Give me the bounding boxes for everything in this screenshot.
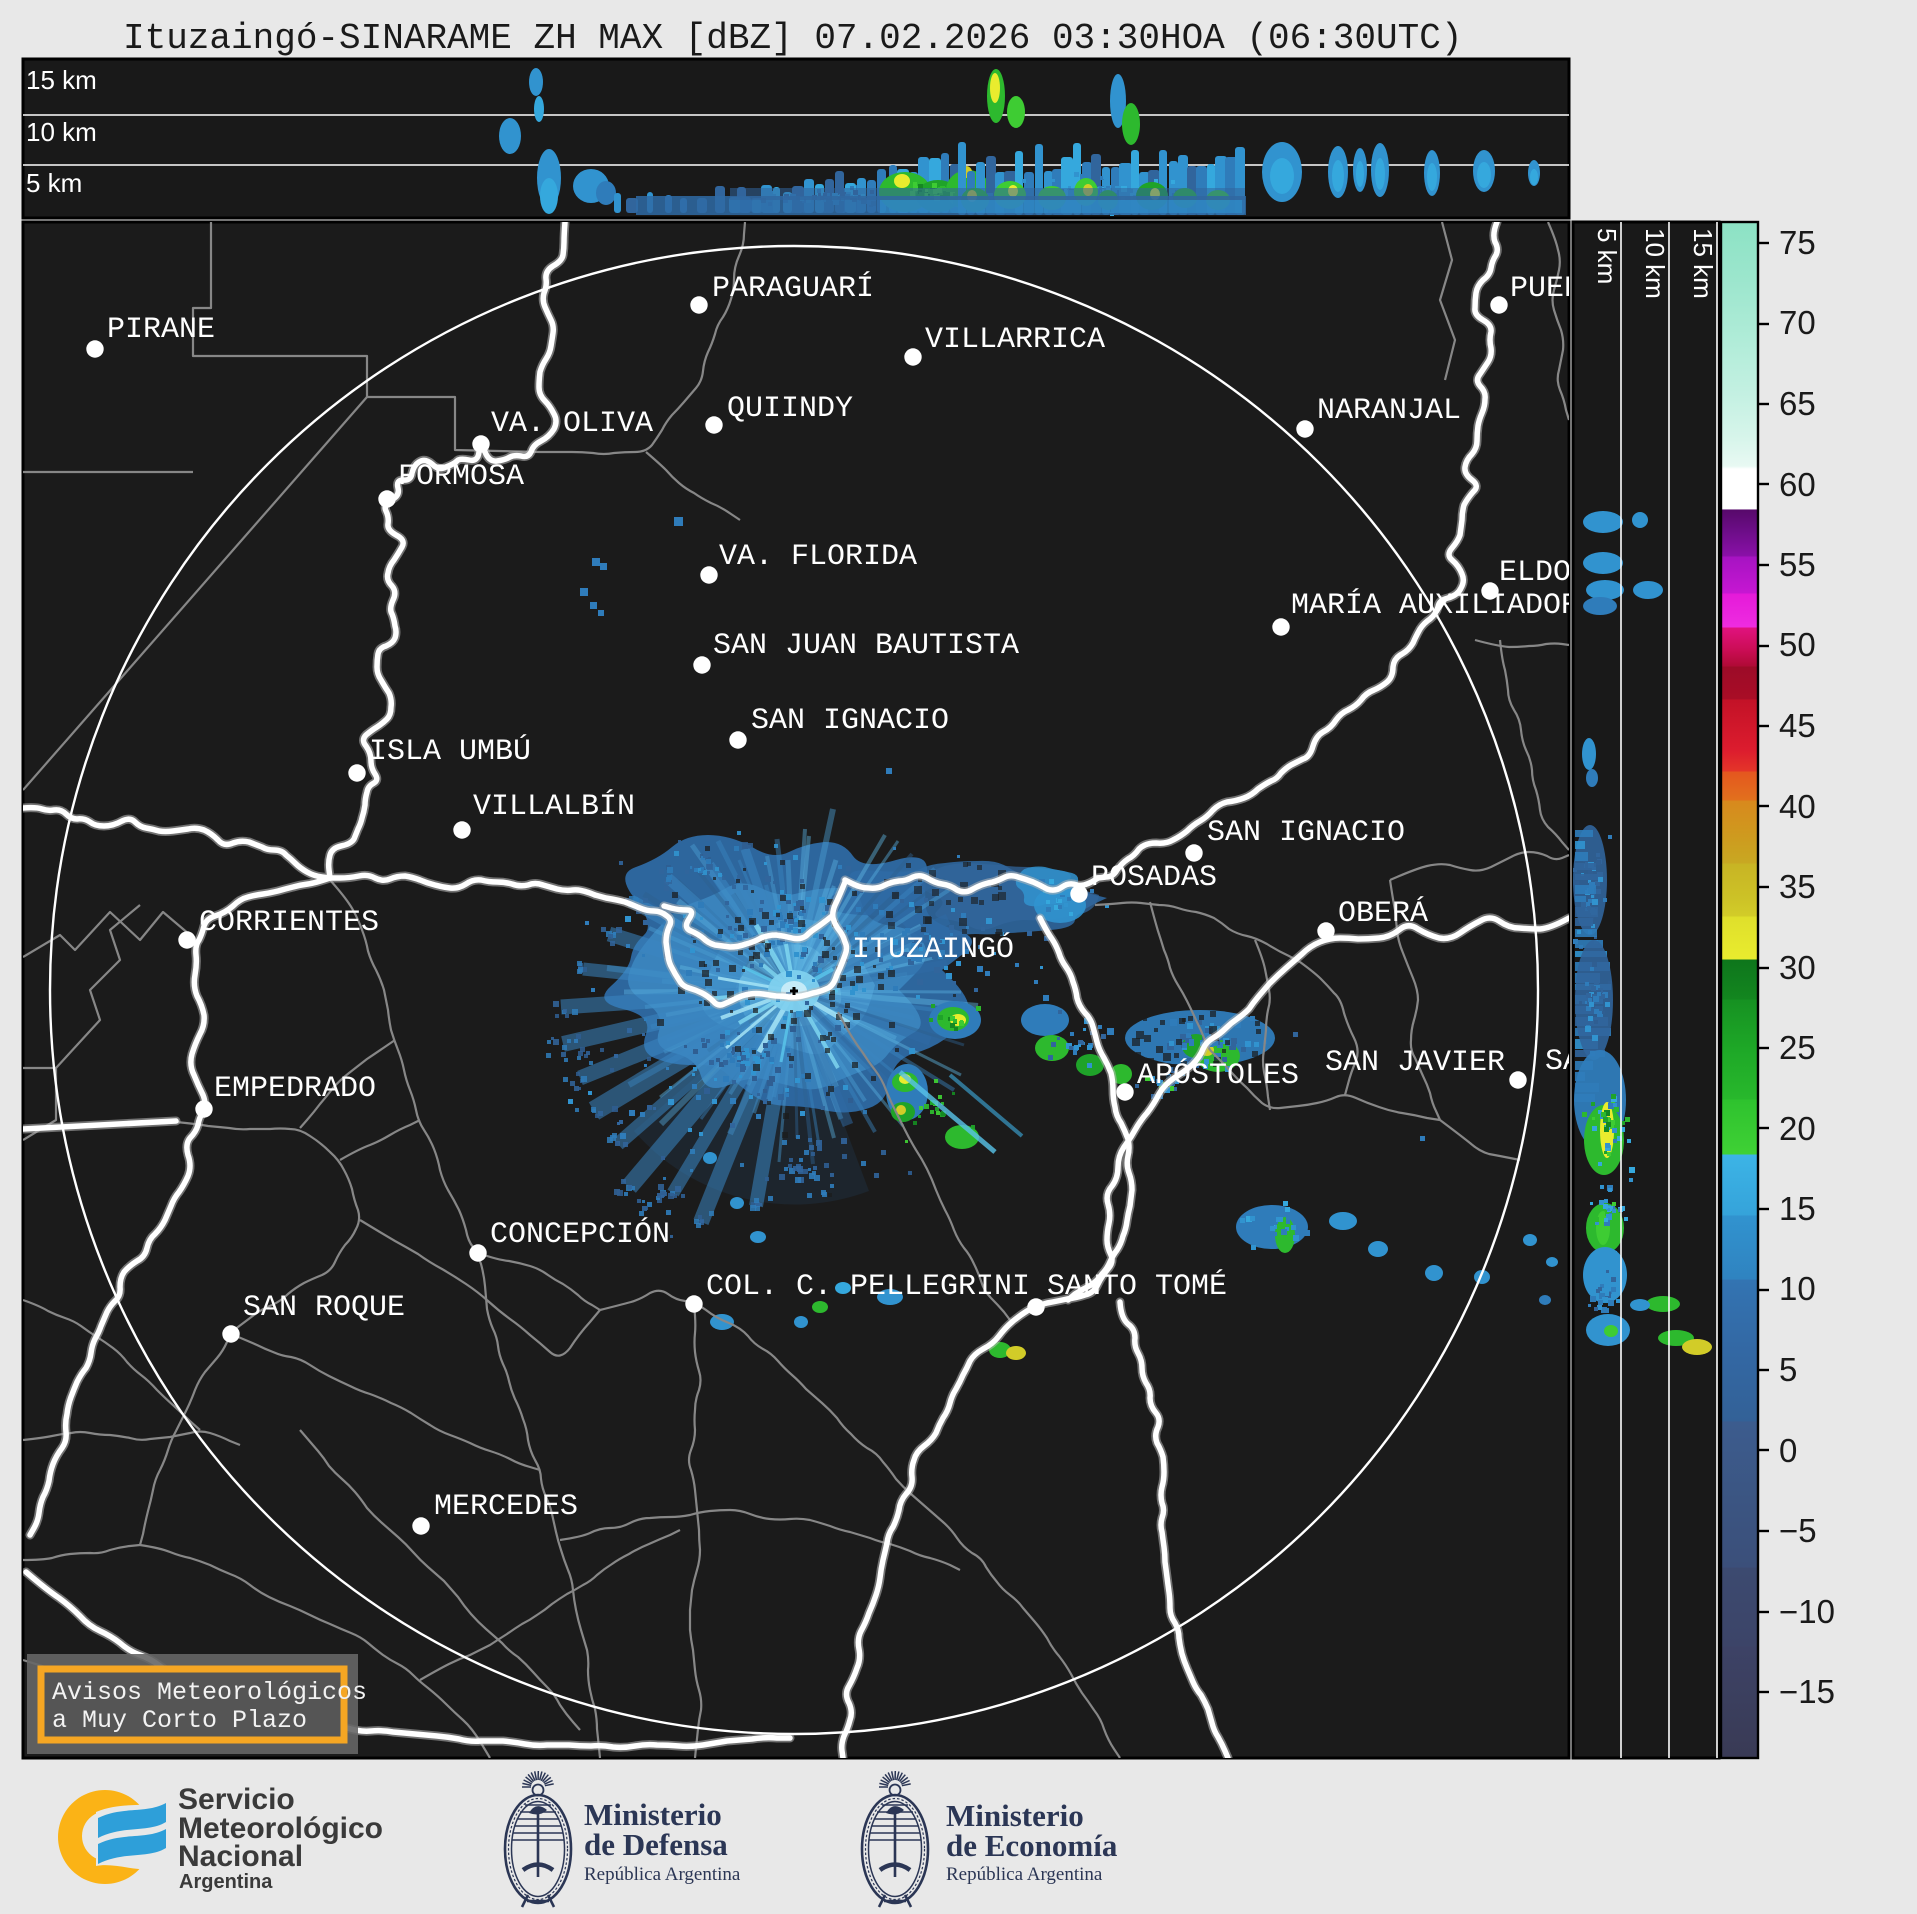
svg-text:VA. OLIVA: VA. OLIVA xyxy=(491,407,653,441)
svg-text:65: 65 xyxy=(1779,385,1816,422)
svg-text:10 km: 10 km xyxy=(1640,228,1670,299)
svg-text:25: 25 xyxy=(1779,1029,1816,1066)
svg-text:10 km: 10 km xyxy=(26,117,97,147)
svg-text:Avisos Meteorológicos: Avisos Meteorológicos xyxy=(52,1678,367,1707)
svg-text:QUIINDY: QUIINDY xyxy=(727,392,853,426)
svg-text:15: 15 xyxy=(1779,1190,1816,1227)
svg-text:VILLARRICA: VILLARRICA xyxy=(925,323,1105,357)
svg-text:−15: −15 xyxy=(1779,1673,1835,1710)
svg-text:MERCEDES: MERCEDES xyxy=(434,1490,578,1524)
svg-text:SAN IGNACIO: SAN IGNACIO xyxy=(1207,816,1405,850)
svg-text:CONCEPCIÓN: CONCEPCIÓN xyxy=(490,1217,670,1252)
svg-text:a Muy Corto Plazo: a Muy Corto Plazo xyxy=(52,1706,307,1735)
svg-text:FORMOSA: FORMOSA xyxy=(398,460,524,494)
svg-text:COL. C. PELLEGRINI: COL. C. PELLEGRINI xyxy=(706,1270,1030,1304)
svg-text:5: 5 xyxy=(1779,1351,1797,1388)
svg-text:0: 0 xyxy=(1779,1432,1797,1469)
svg-text:SAN IGNACIO: SAN IGNACIO xyxy=(751,704,949,738)
svg-text:ISLA UMBÚ: ISLA UMBÚ xyxy=(369,734,531,769)
svg-text:−5: −5 xyxy=(1779,1512,1817,1549)
svg-text:5 km: 5 km xyxy=(1592,228,1622,284)
svg-text:40: 40 xyxy=(1779,788,1816,825)
svg-text:Nacional: Nacional xyxy=(178,1840,303,1873)
svg-text:60: 60 xyxy=(1779,466,1816,503)
svg-text:NARANJAL: NARANJAL xyxy=(1317,394,1461,428)
svg-text:10: 10 xyxy=(1779,1270,1816,1307)
svg-text:OBERÁ: OBERÁ xyxy=(1338,896,1428,931)
svg-text:20: 20 xyxy=(1779,1110,1816,1147)
svg-text:EMPEDRADO: EMPEDRADO xyxy=(214,1072,376,1106)
svg-text:Argentina: Argentina xyxy=(179,1871,273,1893)
svg-text:MARÍA AUXILIADORA: MARÍA AUXILIADORA xyxy=(1291,588,1597,623)
svg-text:55: 55 xyxy=(1779,546,1816,583)
svg-text:Ituzaingó-SINARAME ZH MAX [dBZ: Ituzaingó-SINARAME ZH MAX [dBZ] 07.02.20… xyxy=(123,18,1462,59)
svg-text:SANTO TOMÉ: SANTO TOMÉ xyxy=(1047,1269,1227,1304)
svg-text:45: 45 xyxy=(1779,707,1816,744)
svg-text:APÓSTOLES: APÓSTOLES xyxy=(1137,1058,1299,1093)
svg-text:VA. FLORIDA: VA. FLORIDA xyxy=(719,540,917,574)
svg-text:30: 30 xyxy=(1779,949,1816,986)
svg-text:POSADAS: POSADAS xyxy=(1091,861,1217,895)
svg-text:70: 70 xyxy=(1779,304,1816,341)
svg-text:República Argentina: República Argentina xyxy=(584,1864,741,1885)
svg-text:VILLALBÍN: VILLALBÍN xyxy=(473,789,635,824)
svg-text:−10: −10 xyxy=(1779,1593,1835,1630)
svg-text:SAN ROQUE: SAN ROQUE xyxy=(243,1291,405,1325)
svg-text:15 km: 15 km xyxy=(1688,228,1718,299)
svg-text:SAN JUAN BAUTISTA: SAN JUAN BAUTISTA xyxy=(713,629,1019,663)
svg-text:50: 50 xyxy=(1779,626,1816,663)
svg-text:de Defensa: de Defensa xyxy=(584,1827,728,1862)
svg-text:de Economía: de Economía xyxy=(946,1828,1118,1863)
svg-text:SAN JAVIER: SAN JAVIER xyxy=(1325,1046,1505,1080)
svg-text:15 km: 15 km xyxy=(26,65,97,95)
svg-text:PARAGUARÍ: PARAGUARÍ xyxy=(712,271,874,306)
svg-text:ITUZAINGÓ: ITUZAINGÓ xyxy=(852,932,1014,967)
svg-text:PIRANE: PIRANE xyxy=(107,313,215,347)
svg-text:CORRIENTES: CORRIENTES xyxy=(199,906,379,940)
svg-text:República Argentina: República Argentina xyxy=(946,1864,1103,1885)
svg-text:35: 35 xyxy=(1779,868,1816,905)
svg-text:75: 75 xyxy=(1779,224,1816,261)
svg-text:5 km: 5 km xyxy=(26,168,82,198)
